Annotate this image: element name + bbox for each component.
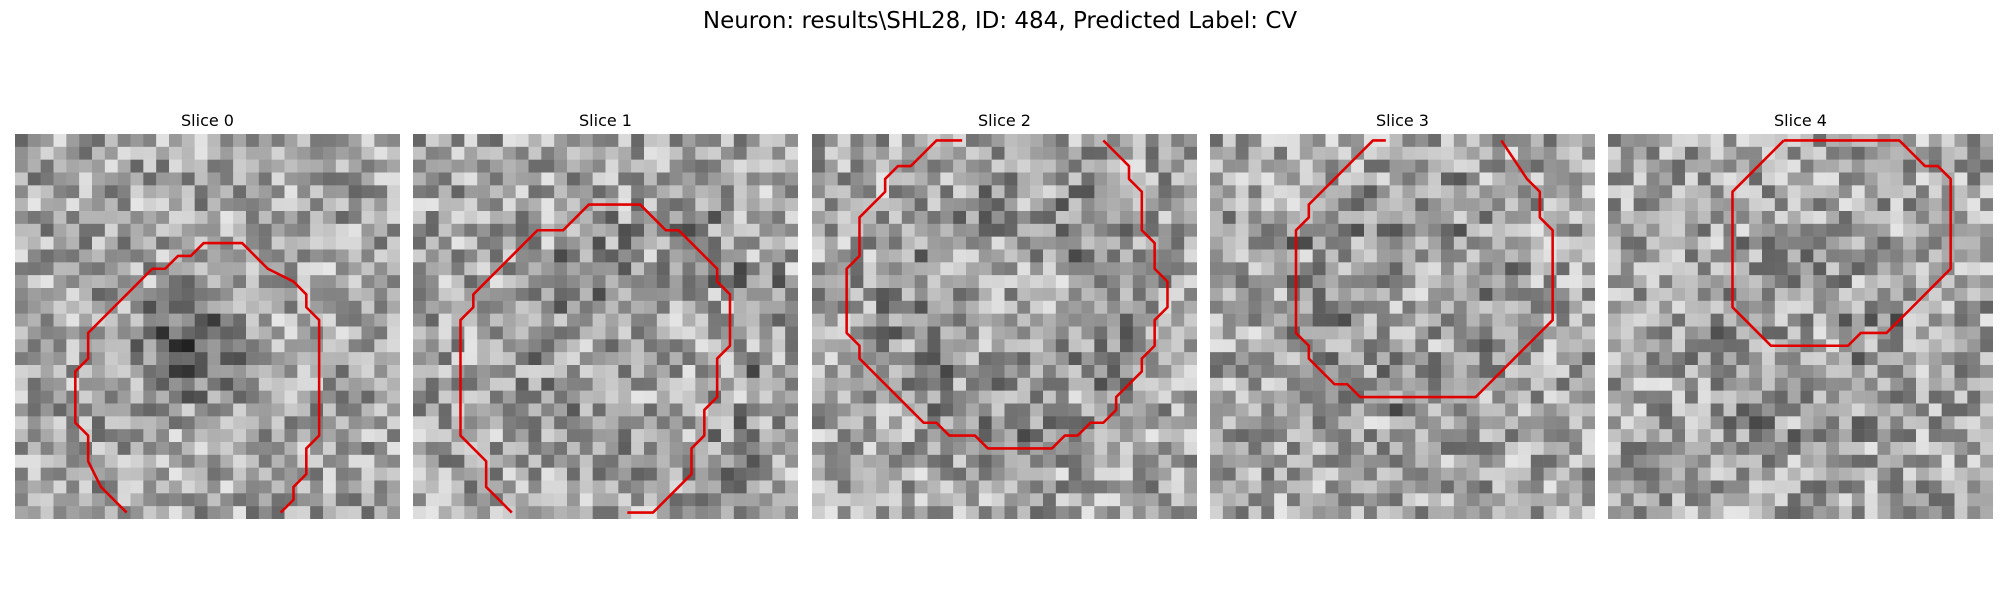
slice-image: [1210, 134, 1595, 519]
contour-line: [1294, 139, 1554, 399]
panel-title: Slice 0: [181, 111, 234, 130]
grayscale-noise: [15, 134, 400, 519]
contour-line: [74, 241, 321, 514]
grayscale-noise: [1210, 134, 1595, 519]
panel-slice-0: Slice 0: [15, 108, 400, 519]
panel-title: Slice 1: [579, 111, 632, 130]
panel-title: Slice 4: [1774, 111, 1827, 130]
slice-image: [15, 134, 400, 519]
panel-title: Slice 3: [1376, 111, 1429, 130]
contour-line: [1731, 139, 1952, 348]
grayscale-noise: [1608, 134, 1993, 519]
grayscale-noise: [812, 134, 1197, 519]
panel-title: Slice 2: [978, 111, 1031, 130]
panel-slice-2: Slice 2: [812, 108, 1197, 519]
figure-title: Neuron: results\SHL28, ID: 484, Predicte…: [702, 8, 1298, 34]
panel-slice-1: Slice 1: [413, 108, 798, 519]
contour-line: [459, 203, 732, 514]
grayscale-noise: [413, 134, 798, 519]
slice-image: [413, 134, 798, 519]
slice-image: [1608, 134, 1993, 519]
panel-slice-4: Slice 4: [1608, 108, 1993, 519]
panel-slice-3: Slice 3: [1210, 108, 1595, 519]
contour-line: [845, 139, 1169, 450]
slice-image: [812, 134, 1197, 519]
